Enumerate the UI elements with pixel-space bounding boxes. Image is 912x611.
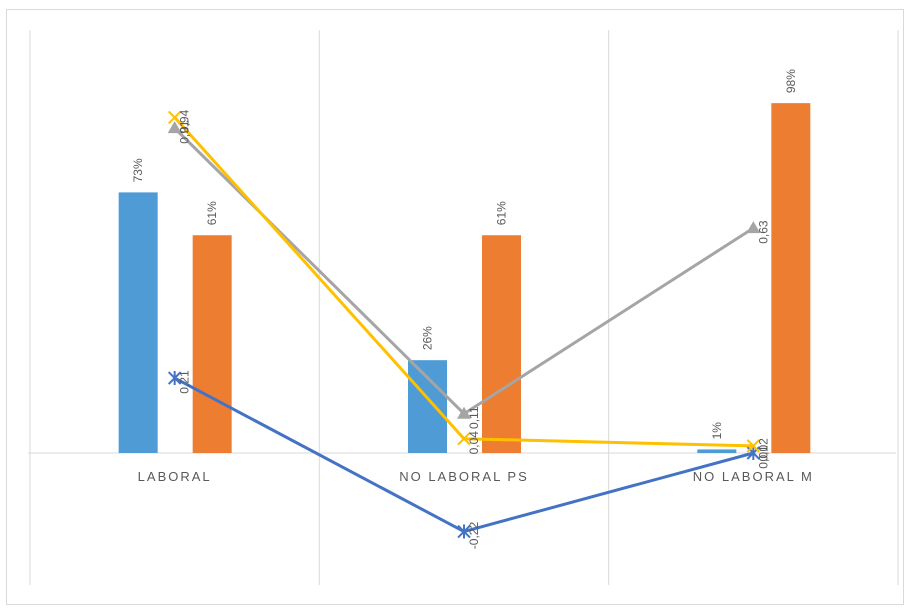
- line-data-label: 0,63: [756, 220, 770, 244]
- line-data-label: -0,22: [467, 522, 481, 550]
- x-marker: [167, 110, 182, 125]
- bars: [118, 103, 811, 453]
- series-line: [173, 127, 755, 416]
- triangle-marker: [167, 121, 182, 134]
- bar-data-label: 61%: [495, 201, 509, 225]
- asterisk-marker: [167, 371, 182, 386]
- triangle-marker: [457, 406, 471, 419]
- bar: [771, 103, 811, 453]
- category-labels: LABORAL NO LABORAL PS NO LABORAL M: [138, 469, 814, 484]
- bar: [118, 192, 158, 453]
- line-data-label: 0,21: [178, 370, 192, 394]
- line-data-label: 0,02: [756, 438, 770, 462]
- line-data-label: 0,04: [467, 431, 481, 455]
- bar-data-label: 98%: [784, 69, 798, 93]
- triangle-marker: [746, 221, 761, 234]
- line-data-label: 0,94: [178, 109, 192, 133]
- series-line: [173, 376, 754, 534]
- bar: [408, 360, 447, 453]
- category-label: LABORAL: [138, 469, 212, 484]
- grid: [28, 30, 899, 585]
- lines: [167, 110, 761, 539]
- bar-data-label: 1%: [710, 422, 724, 440]
- line-data-label: 0,01: [756, 445, 770, 469]
- category-label: NO LABORAL M: [693, 469, 814, 484]
- line-data-label: 0,91: [178, 120, 192, 144]
- bar: [697, 449, 737, 453]
- x-marker: [746, 439, 761, 453]
- line-data-label: 0,11: [467, 406, 481, 429]
- bar-data-label: 26%: [421, 326, 435, 350]
- series-line: [173, 116, 754, 448]
- asterisk-marker: [457, 524, 471, 539]
- x-marker: [457, 432, 471, 446]
- data-labels: 73% 26% 1% 61% 61% 98% 0,21 -0,22 0,01 0,91 0,11 0,…: [131, 69, 798, 549]
- bar: [482, 235, 521, 453]
- bar: [192, 235, 232, 453]
- bar-data-label: 61%: [205, 201, 219, 225]
- category-label: NO LABORAL PS: [399, 469, 529, 484]
- bar-data-label: 73%: [131, 158, 145, 182]
